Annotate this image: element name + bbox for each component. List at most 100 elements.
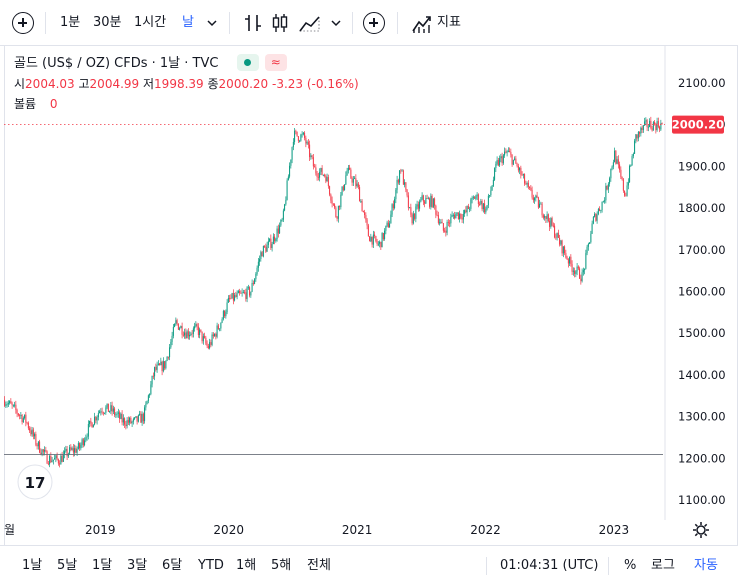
candle-body: [276, 228, 278, 239]
candle-body: [387, 222, 389, 228]
candle-body: [659, 126, 661, 130]
candle-body: [561, 240, 563, 254]
bar-chart-type-icon[interactable]: [243, 12, 263, 34]
candle-body: [354, 178, 356, 180]
range-1m-button[interactable]: 1달: [92, 558, 113, 573]
candle-body: [412, 213, 414, 224]
candle-body: [249, 287, 251, 296]
time-axis[interactable]: 월 2019 2020 2021 2022 2023: [4, 523, 629, 537]
indicators-icon[interactable]: [411, 12, 433, 34]
candle-body: [304, 132, 306, 138]
candle-body: [606, 185, 608, 190]
candle-chart-type-icon[interactable]: [270, 12, 290, 34]
candle-body: [245, 292, 247, 299]
candle-body: [66, 449, 68, 457]
candle-body: [10, 401, 12, 404]
price-axis[interactable]: 2100.002000.001900.001800.001700.001600.…: [678, 76, 726, 507]
interval-chevron-down-icon[interactable]: [206, 18, 218, 28]
symbol-search-icon[interactable]: [12, 12, 34, 34]
range-all-button[interactable]: 전체: [307, 558, 331, 573]
candle-body: [60, 455, 62, 465]
candle-body: [392, 204, 394, 209]
auto-scale-toggle[interactable]: 자동: [694, 558, 718, 573]
candle-body: [110, 405, 112, 411]
candle-body: [287, 176, 289, 181]
candle-body: [541, 203, 543, 216]
interval-1m-button[interactable]: 1분: [60, 15, 81, 30]
candle-body: [69, 447, 71, 454]
candle-body: [272, 236, 274, 245]
candle-body: [116, 413, 118, 415]
candle-body: [84, 440, 86, 446]
candle-body: [405, 182, 407, 190]
interval-1d-button[interactable]: 날: [182, 15, 194, 30]
candle-body: [472, 197, 474, 199]
candle-body: [80, 444, 82, 449]
candle-body: [87, 424, 89, 437]
log-scale-toggle[interactable]: 로그: [651, 558, 675, 573]
candle-body: [509, 150, 511, 153]
candle-body: [612, 162, 614, 167]
legend-symbol-title[interactable]: 골드 (US$ / OZ) CFDs · 1날 · TVC: [14, 56, 219, 71]
candle-body: [205, 337, 207, 344]
area-chart-type-icon[interactable]: [298, 12, 322, 34]
chart-settings-gear-icon[interactable]: [693, 522, 709, 538]
candle-body: [14, 404, 16, 406]
candle-body: [41, 449, 43, 455]
range-6m-button[interactable]: 6달: [162, 558, 183, 573]
candle-body: [440, 221, 442, 223]
interval-1h-button[interactable]: 1시간: [134, 15, 167, 30]
candle-body: [35, 434, 37, 445]
range-5d-button[interactable]: 5날: [57, 558, 78, 573]
candle-body: [465, 210, 467, 213]
candle-body: [202, 336, 204, 342]
candle-body: [334, 204, 336, 208]
candle-body: [577, 266, 579, 269]
compare-badge[interactable]: ≈: [264, 54, 287, 71]
candle-body: [94, 416, 96, 425]
price-chart[interactable]: 2100.002000.001900.001800.001700.001600.…: [0, 46, 738, 545]
tradingview-logo[interactable]: 17: [17, 464, 53, 500]
time-tick-label: 월: [4, 523, 15, 537]
volume-label[interactable]: 볼륨: [14, 97, 37, 111]
candle-body: [397, 179, 399, 183]
candle-body: [545, 216, 547, 219]
utc-time-display[interactable]: 01:04:31 (UTC): [500, 558, 599, 573]
price-tick-label: 2100.00: [678, 76, 726, 90]
candle-body: [119, 412, 121, 419]
compare-symbol-plus-icon[interactable]: [363, 12, 385, 34]
percent-scale-toggle[interactable]: %: [624, 558, 637, 573]
candle-body: [590, 233, 592, 243]
candle-body: [37, 441, 39, 447]
candle-body: [390, 214, 392, 224]
range-1d-button[interactable]: 1날: [22, 558, 43, 573]
candle-body: [247, 287, 249, 289]
candle-body: [46, 451, 48, 464]
candle-body: [200, 329, 202, 332]
candle-body: [569, 256, 571, 264]
candle-body: [661, 123, 663, 125]
candle-body: [524, 174, 526, 184]
interval-30m-button[interactable]: 30분: [93, 15, 122, 30]
candle-body: [301, 134, 303, 136]
candle-body: [251, 283, 253, 292]
candle-body: [404, 182, 406, 185]
market-status-icon[interactable]: [236, 54, 259, 71]
candle-body: [6, 404, 8, 406]
indicators-button[interactable]: 지표: [437, 15, 461, 30]
chart-type-chevron-down-icon[interactable]: [330, 18, 342, 28]
candle-body: [602, 201, 604, 203]
candle-body: [100, 411, 102, 413]
volume-value: 0: [49, 97, 58, 111]
range-ytd-button[interactable]: YTD: [198, 558, 224, 573]
candle-body: [649, 120, 651, 127]
range-5y-button[interactable]: 5해: [271, 558, 292, 573]
candle-body: [450, 216, 452, 224]
candle-body: [504, 151, 506, 156]
candle-body: [376, 241, 378, 244]
candle-body: [359, 187, 361, 202]
candle-body: [442, 223, 444, 231]
range-3m-button[interactable]: 3달: [127, 558, 148, 573]
range-1y-button[interactable]: 1해: [236, 558, 257, 573]
candle-body: [177, 323, 179, 330]
